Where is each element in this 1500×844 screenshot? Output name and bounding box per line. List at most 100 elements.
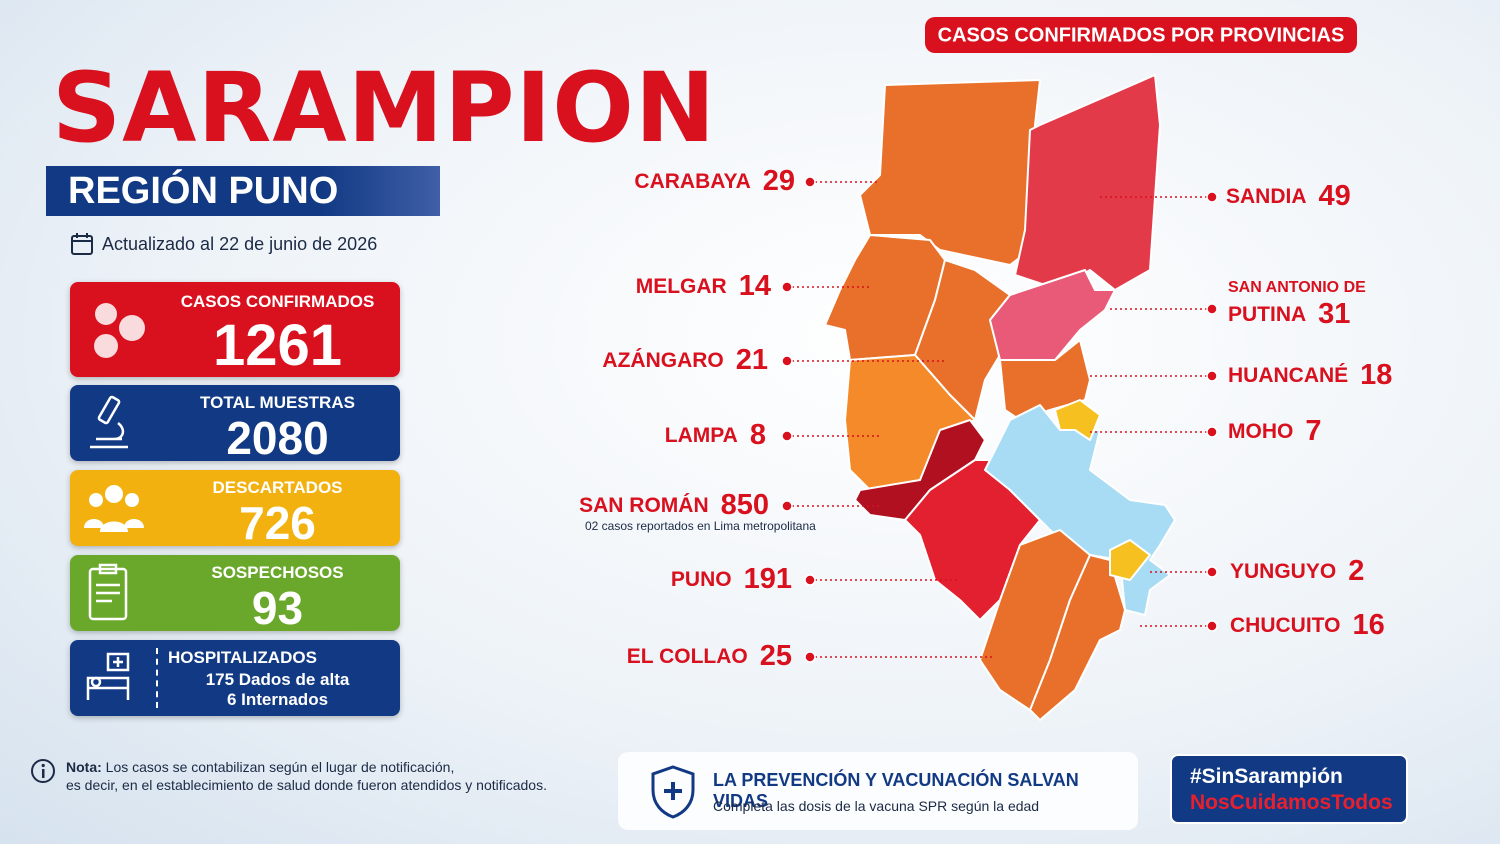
title: SARAMPION: [52, 52, 717, 164]
province-name: PUNO: [671, 568, 732, 591]
stat-card: CASOS CONFIRMADOS 1261: [70, 282, 400, 378]
province-name: CHUCUITO: [1230, 614, 1340, 637]
province-cases: 2: [1348, 555, 1364, 587]
stat-label: SOSPECHOSOS: [211, 563, 344, 582]
province-name: MELGAR: [636, 275, 727, 298]
note-label: Nota:: [66, 759, 102, 775]
province-cases: 29: [763, 165, 795, 197]
microscope-icon: [90, 395, 128, 449]
stat-card: SOSPECHOSOS 93: [70, 555, 400, 634]
region: REGIÓN PUNO: [46, 166, 440, 216]
updated-text: Actualizado al 22 de junio de 2026: [102, 233, 378, 254]
shield-icon: [651, 765, 695, 819]
note-line: Los casos se contabilizan según el lugar…: [105, 759, 455, 775]
province-name: YUNGUYO: [1230, 560, 1336, 583]
hashtag: #SinSarampión: [1190, 765, 1343, 788]
province-cases: 25: [760, 640, 792, 672]
province-name: CARABAYA: [634, 170, 750, 193]
province-huancane: [999, 339, 1091, 421]
province-azangaro: [914, 259, 1011, 421]
province-name: AZÁNGARO: [602, 349, 723, 372]
hashtag-box: #SinSarampión NosCuidamosTodos: [1170, 754, 1408, 824]
hospital-icon: [86, 652, 130, 700]
province-label: SANDIA 49: [1226, 180, 1351, 212]
map-title-bg: [925, 17, 1357, 53]
province-labels: CARABAYA 29 MELGAR 14 AZÁNGARO 21 LAMPA 8 SAN RO…: [579, 165, 1392, 672]
province-name: EL COLLAO: [627, 645, 748, 668]
province-name: HUANCANÉ: [1228, 364, 1348, 387]
virus-icon: [94, 303, 145, 358]
leader-dot: [804, 176, 816, 188]
province-label: HUANCANÉ 18: [1228, 359, 1392, 391]
province-label: YUNGUYO 2: [1230, 555, 1364, 587]
stat-line: 175 Dados de alta: [205, 670, 350, 689]
banner-title: LA PREVENCIÓN Y VACUNACIÓN SALVAN VIDAS: [713, 770, 1079, 811]
province-label: MELGAR 14: [636, 270, 771, 302]
leader-dot: [1206, 191, 1218, 203]
province-moho: [1054, 399, 1101, 441]
stat-value: 726: [239, 497, 316, 549]
leader-dot: [781, 430, 793, 442]
province-name: MOHO: [1228, 420, 1293, 443]
note-line: es decir, en el establecimiento de salud…: [66, 777, 547, 793]
stat-label: CASOS CONFIRMADOS: [180, 292, 375, 311]
stat-label: TOTAL MUESTRAS: [200, 393, 355, 412]
province-label: SAN ROMÁN 850: [579, 489, 769, 521]
calendar-icon: [71, 233, 93, 255]
leader-dot: [1206, 426, 1218, 438]
provinces: [824, 74, 1176, 721]
stat-line: 6 Internados: [226, 690, 329, 709]
stat-card: HOSPITALIZADOS 175 Dados de alta 6 Inter…: [70, 640, 400, 716]
province-name: SAN ROMÁN: [579, 494, 709, 517]
stat-label: HOSPITALIZADOS: [168, 648, 317, 667]
province-label: CARABAYA 29: [634, 165, 795, 197]
note: Nota: Los casos se contabilizan según el…: [30, 758, 547, 794]
info-icon: [31, 759, 55, 783]
stat-value: 2080: [226, 412, 329, 464]
province-cases: 850: [721, 489, 769, 521]
province-label: CHUCUITO 16: [1230, 609, 1385, 641]
province-label: LAMPA 8: [665, 419, 766, 451]
leader-dot: [781, 355, 793, 367]
province-cases: 8: [750, 419, 766, 451]
leader-dot: [1206, 566, 1218, 578]
banner-subtitle: Completa las dosis de la vacuna SPR segú…: [713, 798, 1040, 814]
divider: [156, 648, 158, 708]
province-label: PUTINA 31: [1228, 298, 1350, 330]
updated: Actualizado al 22 de junio de 2026: [70, 232, 377, 256]
province-cases: 191: [744, 563, 792, 595]
province-cases: 18: [1360, 359, 1392, 391]
province-yunguyo: [1109, 539, 1151, 581]
province-cases: 16: [1352, 609, 1384, 641]
leader-dot: [1206, 370, 1218, 382]
province-carabaya: [859, 79, 1041, 266]
province-sandia: [1014, 74, 1161, 291]
stat-value: 1261: [212, 313, 343, 378]
note-text: Nota: Los casos se contabilizan según el…: [66, 758, 547, 794]
map: CASOS CONFIRMADOS POR PROVINCIAS CARABAY…: [579, 17, 1392, 721]
province-label: EL COLLAO 25: [627, 640, 792, 672]
province-cases: 49: [1319, 180, 1351, 212]
people-icon: [84, 485, 144, 532]
stat-card: TOTAL MUESTRAS 2080: [70, 385, 400, 464]
stat-value: 93: [251, 582, 304, 634]
leader-dot: [1206, 620, 1218, 632]
leader-dot: [781, 500, 793, 512]
leader-dot: [804, 651, 816, 663]
province-note: 02 casos reportados en Lima metropolitan…: [585, 519, 816, 533]
province-label: AZÁNGARO 21: [602, 344, 768, 376]
province-cases: 14: [739, 270, 771, 302]
leader-dot: [804, 574, 816, 586]
hashtag: NosCuidamosTodos: [1190, 791, 1393, 814]
province-name: SANDIA: [1226, 185, 1307, 208]
leader-dot: [1206, 303, 1218, 315]
province-chucuito: [1029, 554, 1126, 721]
province-label: MOHO 7: [1228, 415, 1321, 447]
province-name: PUTINA: [1228, 303, 1306, 326]
stat-card: DESCARTADOS 726: [70, 470, 400, 549]
province-prefix: SAN ANTONIO DE: [1228, 279, 1366, 296]
stat-label: DESCARTADOS: [212, 478, 343, 497]
province-cases: 31: [1318, 298, 1350, 330]
clipboard-icon: [88, 563, 128, 621]
